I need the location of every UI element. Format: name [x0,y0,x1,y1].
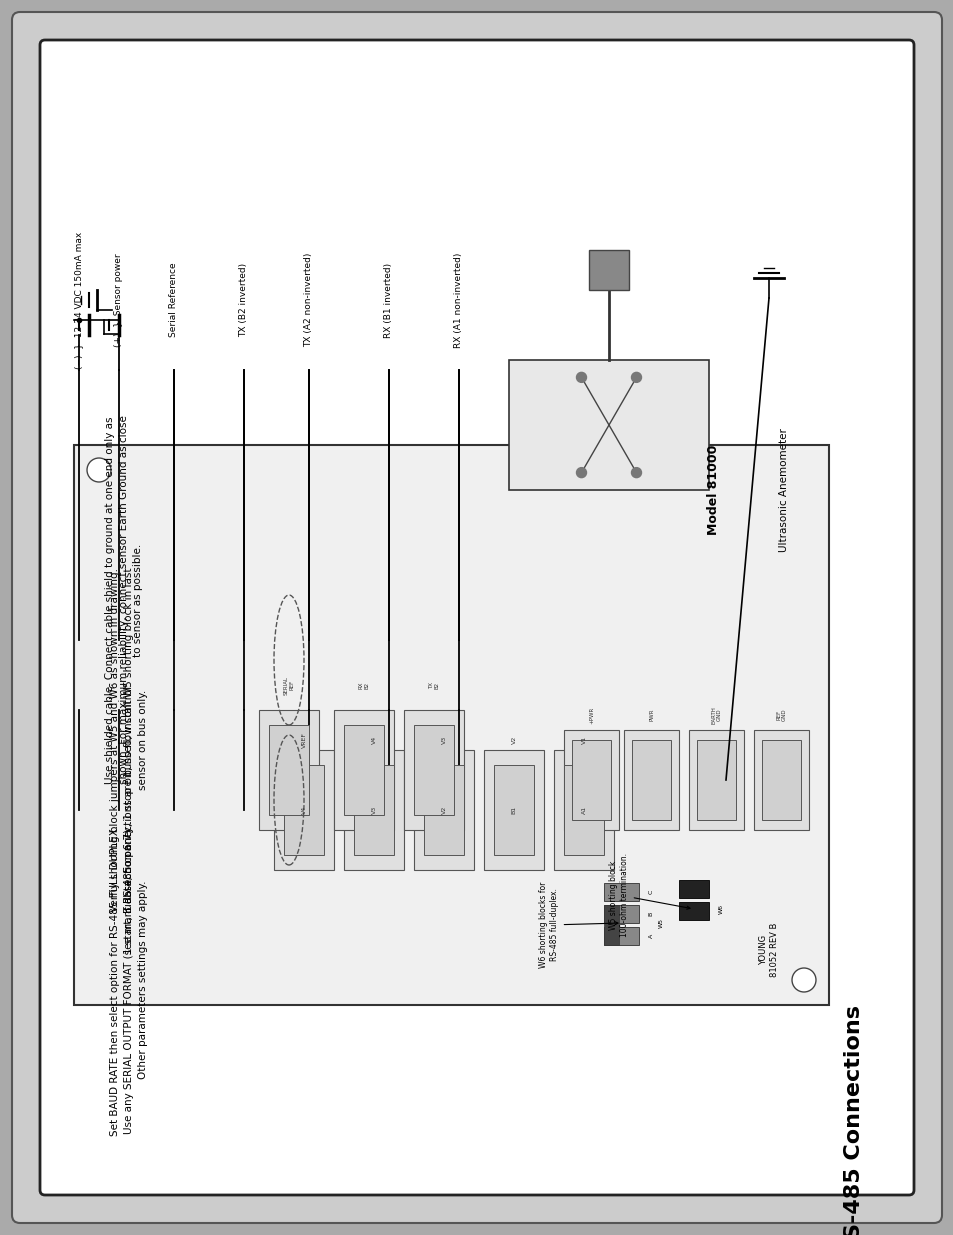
Circle shape [87,458,111,482]
Polygon shape [74,445,828,1005]
Polygon shape [414,750,474,869]
Polygon shape [679,902,708,920]
Text: B: B [648,911,653,916]
Text: RX (A1 non-inverted): RX (A1 non-inverted) [454,252,463,348]
Polygon shape [603,883,639,902]
Polygon shape [753,730,808,830]
Polygon shape [588,249,628,290]
Polygon shape [269,725,309,815]
Text: Use shielded cable. Connect cable shield to ground at one end only as
shown. For: Use shielded cable. Connect cable shield… [105,415,143,784]
Text: V3: V3 [441,736,446,745]
Text: W5: W5 [658,918,662,927]
Polygon shape [623,730,679,830]
Polygon shape [563,764,603,855]
Text: V3: V3 [371,806,376,814]
Text: B1: B1 [511,806,516,814]
Polygon shape [563,730,618,830]
Polygon shape [697,740,735,820]
Polygon shape [494,764,534,855]
Text: Set BAUD RATE then select option for RS-485 FULL DUPLEX.
Use any SERIAL OUTPUT F: Set BAUD RATE then select option for RS-… [110,825,148,1136]
Text: Verfiy shorting block jumpers at W5 and W6 as shown in drawing.
If RS-485 connec: Verfiy shorting block jumpers at W5 and … [110,567,148,913]
Circle shape [631,468,640,478]
Text: RX (B1 inverted): RX (B1 inverted) [384,263,393,337]
Circle shape [576,468,586,478]
Text: C: C [648,889,653,894]
Polygon shape [603,905,618,945]
Polygon shape [334,710,394,830]
Polygon shape [423,764,463,855]
Polygon shape [284,764,324,855]
Polygon shape [344,750,403,869]
Text: V2: V2 [441,806,446,814]
Text: W5 shorting block
100-ohm termination.: W5 shorting block 100-ohm termination. [609,853,689,937]
Circle shape [791,968,815,992]
Text: A1: A1 [581,806,586,814]
Text: W6: W6 [718,904,722,914]
Polygon shape [761,740,801,820]
Text: A: A [648,934,653,939]
Text: EARTH
GND: EARTH GND [711,706,721,724]
Text: RX
B2: RX B2 [358,682,369,689]
Text: +PWR: +PWR [589,706,594,724]
Polygon shape [509,359,708,490]
Polygon shape [572,740,610,820]
Text: (−)  }  12-24 VDC 150mA max: (−) } 12-24 VDC 150mA max [74,231,84,368]
Text: PWR: PWR [649,709,654,721]
Polygon shape [274,750,334,869]
Text: TX (B2 inverted): TX (B2 inverted) [239,263,248,337]
FancyBboxPatch shape [12,12,941,1223]
Polygon shape [354,764,394,855]
Polygon shape [554,750,614,869]
Polygon shape [258,710,318,830]
Circle shape [576,373,586,383]
Text: (+)  }  Sensor power: (+) } Sensor power [114,253,123,347]
Text: REF
GND: REF GND [776,709,786,721]
Text: YOUNG
81052 REV B: YOUNG 81052 REV B [758,923,779,977]
Polygon shape [603,927,639,945]
FancyBboxPatch shape [40,40,913,1195]
Polygon shape [483,750,543,869]
Text: RS-485 Connections: RS-485 Connections [843,1004,863,1235]
Text: 1 start, 8 data, no parity, 1 stop bit, no flow control: 1 start, 8 data, no parity, 1 stop bit, … [124,685,133,955]
Text: W6 shorting blocks for
RS-485 full-duplex.: W6 shorting blocks for RS-485 full-duple… [538,882,618,968]
Polygon shape [631,740,670,820]
Text: V2: V2 [511,736,516,745]
Text: Serial Reference: Serial Reference [170,263,178,337]
Text: Ultrasonic Anemometer: Ultrasonic Anemometer [779,429,788,552]
Polygon shape [688,730,743,830]
Text: VREF: VREF [301,732,306,748]
Text: TX
B2: TX B2 [428,682,439,689]
Polygon shape [344,725,384,815]
Polygon shape [403,710,463,830]
Text: V4: V4 [301,806,306,814]
Text: V1: V1 [581,736,586,743]
Polygon shape [414,725,454,815]
Text: V4: V4 [371,736,376,745]
Text: SERIAL
REF: SERIAL REF [283,676,294,694]
Circle shape [631,373,640,383]
Text: Model 81000: Model 81000 [707,445,720,535]
Polygon shape [603,905,639,923]
Polygon shape [679,881,708,898]
Text: TX (A2 non-inverted): TX (A2 non-inverted) [304,253,314,347]
